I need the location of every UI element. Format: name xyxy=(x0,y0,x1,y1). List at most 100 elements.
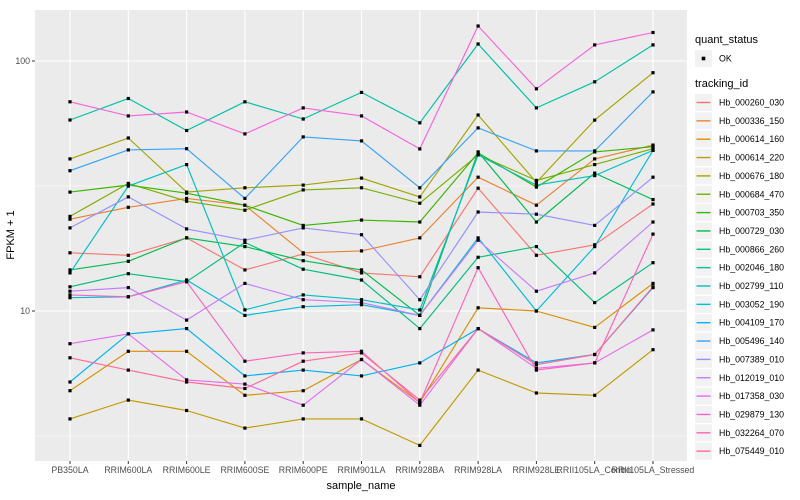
data-point xyxy=(651,281,655,285)
data-point xyxy=(651,328,655,332)
data-point xyxy=(185,349,189,353)
data-point xyxy=(359,218,364,222)
data-point xyxy=(301,106,305,110)
data-point xyxy=(418,403,422,407)
data-point xyxy=(301,259,305,263)
data-point xyxy=(476,266,480,270)
data-point xyxy=(593,163,597,167)
data-point xyxy=(651,145,655,149)
data-point xyxy=(185,191,189,195)
data-point xyxy=(534,178,538,182)
data-point xyxy=(593,301,597,305)
data-point xyxy=(126,259,130,263)
data-point xyxy=(185,280,189,284)
data-point xyxy=(418,298,422,302)
data-point xyxy=(301,298,305,302)
x-tick-label: RRIM600LE xyxy=(163,465,211,475)
data-point xyxy=(534,289,538,293)
data-point xyxy=(359,233,364,237)
legend-label-Hb_000260_030: Hb_000260_030 xyxy=(719,98,784,108)
data-point xyxy=(68,271,72,275)
x-tick-label: RRII105LA_Control xyxy=(557,465,633,475)
data-point xyxy=(534,368,538,372)
data-point xyxy=(243,203,247,207)
data-point xyxy=(359,417,364,421)
data-point xyxy=(534,185,538,189)
legend-label-Hb_000729_030: Hb_000729_030 xyxy=(719,226,784,236)
data-point xyxy=(243,426,247,430)
data-point xyxy=(418,401,422,405)
data-point xyxy=(185,196,189,200)
data-point xyxy=(593,171,597,175)
data-point xyxy=(476,327,480,331)
data-point xyxy=(476,306,480,310)
legend-label-Hb_003052_190: Hb_003052_190 xyxy=(719,299,784,309)
data-point xyxy=(359,357,364,362)
data-point xyxy=(301,223,305,227)
legend-title-quant-status: quant_status xyxy=(695,34,758,46)
data-point xyxy=(301,188,305,192)
data-point xyxy=(243,359,247,363)
data-point xyxy=(185,128,189,133)
data-point xyxy=(243,132,247,136)
data-point xyxy=(359,301,364,305)
data-point xyxy=(651,30,655,35)
data-point xyxy=(126,114,130,118)
data-point xyxy=(301,183,305,187)
data-point xyxy=(301,293,305,297)
data-point xyxy=(243,240,247,245)
data-point xyxy=(534,203,538,207)
data-point xyxy=(301,417,305,421)
data-point xyxy=(243,308,247,312)
data-point xyxy=(126,136,130,140)
data-point xyxy=(534,106,538,110)
data-point xyxy=(476,24,480,28)
data-point xyxy=(418,121,422,125)
data-point xyxy=(651,175,655,179)
data-point xyxy=(534,212,538,216)
data-point xyxy=(243,100,247,104)
data-point xyxy=(359,139,364,143)
data-point xyxy=(301,389,305,393)
data-point xyxy=(418,361,422,365)
x-tick-label: RRII105LA_Stressed xyxy=(612,465,695,475)
data-point xyxy=(476,210,480,214)
data-point xyxy=(534,366,538,370)
x-tick-label: RRIM928LE xyxy=(512,465,560,475)
data-point xyxy=(651,71,655,75)
data-point xyxy=(243,386,247,391)
data-point xyxy=(301,351,305,355)
data-point xyxy=(301,368,305,372)
legend-label-Hb_029879_130: Hb_029879_130 xyxy=(719,409,784,419)
data-point xyxy=(593,352,597,357)
data-point xyxy=(68,226,72,230)
data-point xyxy=(359,303,364,307)
data-point xyxy=(418,308,422,312)
data-point xyxy=(185,278,189,282)
x-tick-label: RRIM600PE xyxy=(279,465,328,475)
data-point xyxy=(243,382,247,386)
data-point xyxy=(651,285,655,289)
data-point xyxy=(126,195,130,199)
data-point xyxy=(68,293,72,297)
data-point xyxy=(126,148,130,152)
data-point xyxy=(68,100,72,104)
data-point xyxy=(243,196,247,200)
data-point xyxy=(534,180,538,184)
data-point xyxy=(126,286,130,290)
x-tick-label: RRIM600SE xyxy=(220,465,269,475)
data-point xyxy=(476,153,480,157)
data-point xyxy=(418,327,422,331)
data-point xyxy=(534,87,538,91)
x-tick-label: RRIM901LA xyxy=(338,465,386,475)
data-point xyxy=(359,268,364,272)
x-axis-title: sample_name xyxy=(326,480,395,492)
data-point xyxy=(359,278,364,282)
y-axis-title: FPKM + 1 xyxy=(5,210,17,259)
data-point xyxy=(68,380,72,384)
data-point xyxy=(359,374,364,378)
data-point xyxy=(651,90,655,94)
data-point xyxy=(301,117,305,121)
data-point xyxy=(476,255,480,259)
data-point xyxy=(593,118,597,122)
